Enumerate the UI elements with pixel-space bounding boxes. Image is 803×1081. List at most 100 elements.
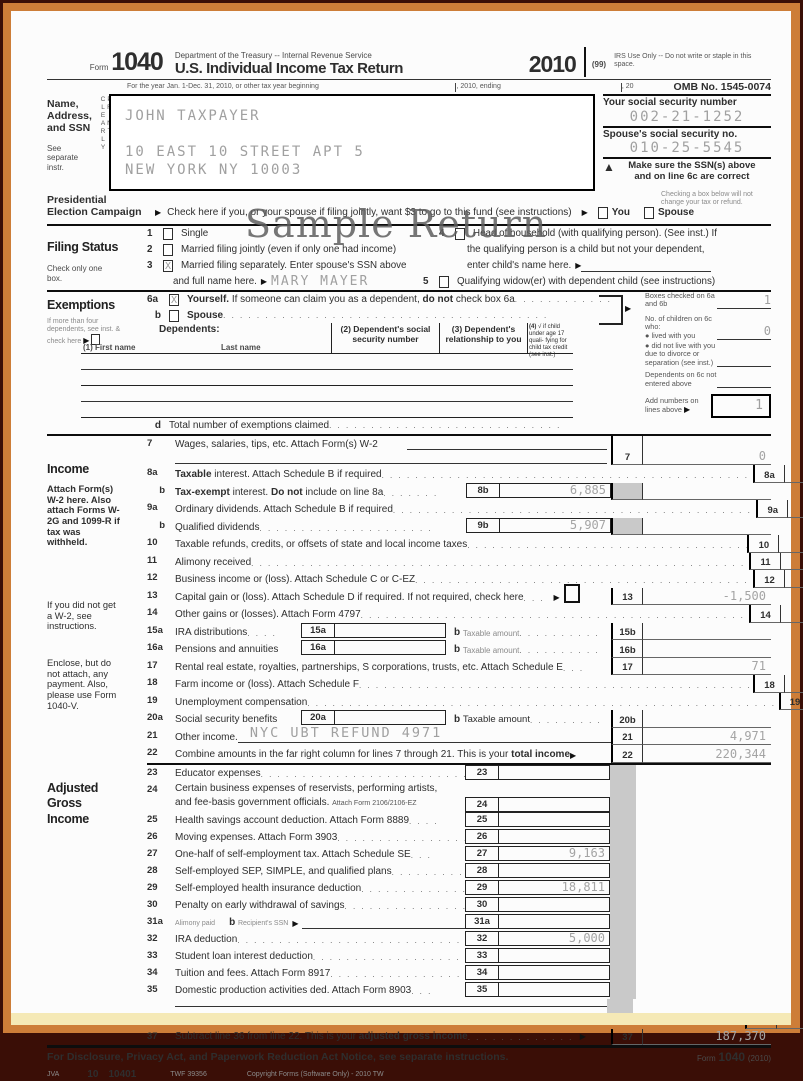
checking-box-note: Checking a box below will not change you…	[661, 191, 753, 207]
line30-box[interactable]: 30	[465, 896, 610, 912]
line9b-box[interactable]: 9b 5,907	[466, 517, 611, 533]
name-address-box[interactable]: JOHN TAXPAYER 10 EAST 10 STREET APT 5 NE…	[109, 94, 595, 191]
taxpayer-street[interactable]: 10 EAST 10 STREET APT 5	[125, 144, 365, 161]
line21-typed-text[interactable]: NYC UBT REFUND 4971	[237, 726, 611, 743]
your-ssn-value[interactable]: 002-21-1252	[629, 108, 745, 125]
check-glyph: √	[538, 324, 542, 330]
line-27: 27 One-half of self-employment tax. Atta…	[147, 845, 771, 863]
line23-box[interactable]: 23	[465, 764, 610, 780]
line15b-amount[interactable]	[643, 623, 771, 640]
recipient-ssn-field[interactable]	[302, 917, 465, 929]
yourself-checkbox[interactable]: X	[169, 294, 179, 306]
line36-amount[interactable]: 32,974	[777, 1013, 803, 1029]
dependents-table: Dependents: (1) First name Last name (2)…	[81, 323, 573, 418]
line11-amount[interactable]	[781, 553, 803, 570]
filing-qw-checkbox[interactable]	[439, 276, 450, 288]
line17-amount[interactable]: 71	[643, 658, 771, 675]
line7-writein-2[interactable]	[175, 463, 607, 464]
dependent-row[interactable]	[81, 386, 573, 402]
code-10401: 10401	[108, 1069, 137, 1081]
line27-box[interactable]: 27 9,163	[465, 845, 610, 861]
line13-amount[interactable]: -1,500	[643, 588, 771, 605]
line10-amount[interactable]: 1,359	[779, 535, 803, 553]
taxpayer-city[interactable]: NEW YORK NY 10003	[125, 162, 303, 179]
line33-box[interactable]: 33	[465, 947, 610, 963]
line18-amount[interactable]	[784, 675, 803, 693]
line7-amount[interactable]: 0	[643, 436, 771, 465]
spouse-checkbox[interactable]	[169, 309, 179, 322]
name-ssn-block: Name, Address, and SSN See separate inst…	[47, 94, 771, 194]
line8b-box[interactable]: 8b 6,885	[466, 482, 611, 498]
campaign-you-checkbox[interactable]	[597, 207, 608, 219]
taxpayer-name[interactable]: JOHN TAXPAYER	[125, 108, 261, 124]
line35-box[interactable]: 35	[465, 981, 610, 997]
line-31a: 31a Alimony paid b Recipient's SSN ▶ 31a	[147, 913, 771, 931]
line-13: 13 Capital gain or (loss). Attach Schedu…	[147, 584, 771, 605]
line21-amount[interactable]: 4,971	[643, 728, 771, 745]
spouse-exemption-label: Spouse	[187, 309, 224, 321]
spouse-name-arrow-icon: ▶	[260, 277, 268, 287]
line34-box[interactable]: 34	[465, 964, 610, 980]
line7-writein-1[interactable]	[407, 449, 607, 450]
add-numbers-arrow-icon: ▶	[683, 405, 691, 415]
line16a-box[interactable]: 16a	[301, 640, 446, 655]
spouse-ssn-value[interactable]: 010-25-5545	[629, 140, 745, 157]
line20a-box[interactable]: 20a	[301, 710, 446, 725]
form-number: 1040	[111, 48, 164, 77]
spouse-name-value[interactable]: MARY MAYER	[271, 273, 370, 289]
line12-amount[interactable]: 208,621	[784, 570, 803, 588]
name-label-1: Name,	[47, 98, 79, 110]
line9a-amount[interactable]: 6,491	[788, 500, 803, 518]
line24-box[interactable]: 24	[465, 796, 610, 812]
line37-amount[interactable]: 187,370	[643, 1029, 771, 1045]
line3-number: 3	[147, 260, 153, 272]
more-dependents-checkbox[interactable]	[91, 334, 101, 346]
col-first-name: (1) First name	[83, 342, 136, 352]
line31a-box[interactable]: 31a	[465, 913, 610, 929]
child-name-field[interactable]	[581, 260, 712, 272]
dependent-row[interactable]	[81, 402, 573, 418]
line26-box[interactable]: 26	[465, 828, 610, 844]
campaign-spouse-checkbox[interactable]	[643, 207, 654, 219]
dep-not-entered-note: Dependents on 6c not entered above	[645, 370, 717, 388]
add-numbers-note: Add numbers on lines above ▶	[645, 396, 699, 415]
line8a-amount[interactable]: 358	[784, 465, 803, 483]
campaign-arrow2-icon: ▶	[581, 208, 588, 218]
line20b-amount[interactable]	[643, 710, 771, 728]
line-24: 24 Certain business expenses of reservis…	[147, 781, 771, 812]
line-16: 16a Pensions and annuities 16a b Taxable…	[147, 640, 771, 658]
line16b-amount[interactable]	[643, 640, 771, 658]
not-lived-note: did not live with you due to divorce or …	[645, 340, 716, 367]
line22-amount[interactable]: 220,344	[643, 745, 771, 763]
name-label-3: and SSN	[47, 122, 91, 135]
form-word: Form	[89, 63, 109, 73]
filing-mfs-label: Married filing separately. Enter spouse'…	[181, 260, 407, 272]
line14-amount[interactable]: -27	[781, 605, 803, 623]
tax-year-big: 2010	[528, 50, 577, 77]
line5-number: 5	[423, 276, 429, 288]
line13-checkbox[interactable]	[563, 584, 580, 603]
line25-box[interactable]: 25	[465, 811, 610, 827]
line29-box[interactable]: 29 18,811	[465, 879, 610, 895]
filing-mfs-checkbox[interactable]: X	[163, 260, 173, 272]
line15a-box[interactable]: 15a	[301, 622, 446, 638]
line-23: 23 Educator expenses 23	[147, 764, 771, 782]
income-heading: Income	[47, 462, 89, 476]
cream-strip	[11, 1013, 791, 1025]
filing-single-checkbox[interactable]	[163, 228, 173, 240]
line32-box[interactable]: 32 5,000	[465, 930, 610, 946]
line-8a: 8a Taxable interest. Attach Schedule B i…	[147, 465, 803, 483]
disclosure-text: For Disclosure, Privacy Act, and Paperwo…	[47, 1051, 509, 1064]
dependent-row[interactable]	[81, 354, 573, 370]
line-9a: 9a Ordinary dividends. Attach Schedule B…	[147, 500, 803, 518]
filing-hoh-checkbox[interactable]	[455, 228, 465, 240]
dependent-row[interactable]	[81, 370, 573, 386]
line31-arrow-icon: ▶	[292, 919, 299, 929]
line-17: 17 Rental real estate, royalties, partne…	[147, 657, 771, 675]
filing-mfj-checkbox[interactable]	[163, 244, 173, 256]
sample-return-watermark: Sample Return	[245, 202, 548, 246]
ninety-nine: (99)	[591, 59, 607, 69]
line28-box[interactable]: 28	[465, 862, 610, 878]
filing-hoh-label-1: Head of household (with qualifying perso…	[473, 228, 717, 240]
code-10: 10	[87, 1069, 99, 1081]
